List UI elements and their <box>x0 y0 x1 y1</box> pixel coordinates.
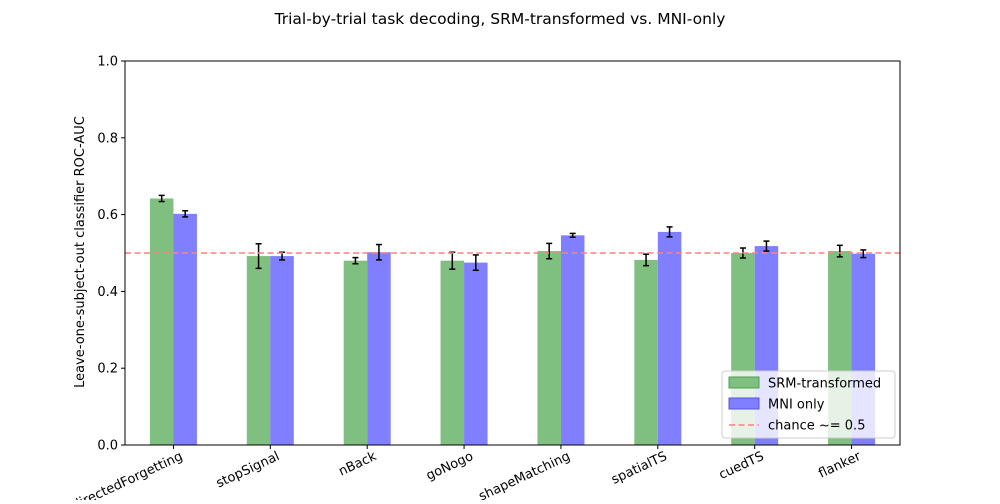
y-axis-label: Leave-one-subject-out classifier ROC-AUC <box>73 116 88 388</box>
y-tick-label-0.8: 0.8 <box>97 131 118 146</box>
bar-mni-stopSignal <box>270 256 294 445</box>
legend-box <box>721 370 896 439</box>
bar-mni-shapeMatching <box>560 235 585 445</box>
y-tick-label-0.4: 0.4 <box>97 285 118 300</box>
bar-mni-goNogo <box>464 262 488 445</box>
bar-srm-spatialTS <box>634 259 658 445</box>
y-tick-label-0.0: 0.0 <box>97 439 118 454</box>
x-tick-label-goNogo: goNogo <box>424 449 476 484</box>
bar-mni-spatialTS <box>657 231 682 445</box>
x-tick-label-spatialTS: spatialTS <box>609 449 669 488</box>
bar-srm-shapeMatching <box>537 251 561 445</box>
plot-area: 0.0 0.2 0.4 0.6 0.8 1.0 directedForgetting stop… <box>70 55 901 504</box>
y-tick-label-1.0: 1.0 <box>97 55 118 70</box>
legend-label-chance: chance ~= 0.5 <box>768 419 865 434</box>
legend-label-srm: SRM-transformed <box>768 377 881 392</box>
chart-title: Trial-by-trial task decoding, SRM-transf… <box>274 10 726 28</box>
bar-srm-nBack <box>343 260 368 445</box>
bar-srm-stopSignal <box>246 256 271 445</box>
bar-mni-directedForgetting <box>173 213 197 445</box>
x-tick-label-stopSignal: stopSignal <box>214 449 282 491</box>
bar-mni-nBack <box>367 252 391 445</box>
y-tick-label-0.2: 0.2 <box>97 362 118 377</box>
x-tick-label-shapeMatching: shapeMatching <box>477 449 573 500</box>
legend-swatch-srm <box>728 376 760 389</box>
x-tick-label-cuedTS: cuedTS <box>717 449 767 483</box>
plot-frame <box>124 60 901 446</box>
legend-swatch-mni <box>728 397 760 410</box>
bar-srm-goNogo <box>440 260 465 445</box>
x-tick-label-directedForgetting: directedForgetting <box>70 449 185 500</box>
legend-label-mni: MNI only <box>768 398 825 413</box>
y-tick-label-0.6: 0.6 <box>97 208 118 223</box>
bar-srm-directedForgetting <box>149 198 174 445</box>
x-tick-label-flanker: flanker <box>816 449 864 482</box>
x-tick-label-nBack: nBack <box>336 449 379 480</box>
